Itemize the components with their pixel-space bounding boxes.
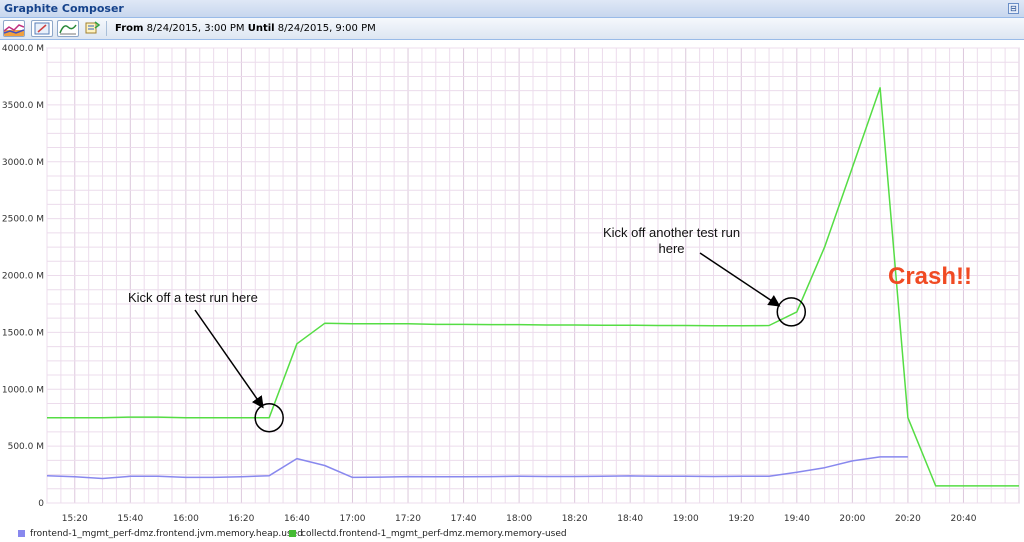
- toolbar-separator: [106, 21, 107, 36]
- annotation-second-test-run: Kick off another test run here: [603, 225, 740, 257]
- series-line-heap: [46, 456, 908, 480]
- title-bar: Graphite Composer ⊟: [0, 0, 1024, 18]
- y-tick-label: 3500.0 M: [2, 101, 44, 111]
- time-range[interactable]: From 8/24/2015, 3:00 PM Until 8/24/2015,…: [115, 23, 376, 34]
- annotation-circle-second: [776, 297, 807, 327]
- x-tick-label: 19:00: [673, 514, 699, 524]
- y-tick-label: 4000.0 M: [2, 44, 44, 54]
- x-tick-label: 15:40: [117, 514, 143, 524]
- annotation-first-test-run: Kick off a test run here: [128, 290, 258, 305]
- x-tick-label: 17:00: [340, 514, 366, 524]
- x-tick-label: 16:00: [173, 514, 199, 524]
- x-tick-label: 16:40: [284, 514, 310, 524]
- until-value: 8/24/2015, 9:00 PM: [277, 23, 376, 34]
- legend-swatch-heap: [18, 530, 25, 537]
- update-graph-icon[interactable]: [57, 20, 79, 37]
- annotation-second-line1: Kick off another test run: [603, 225, 741, 240]
- x-tick-label: 17:40: [451, 514, 477, 524]
- series-line-memory: [47, 87, 1019, 487]
- x-tick-label: 18:20: [562, 514, 588, 524]
- legend-label-heap: frontend-1_mgmt_perf-dmz.frontend.jvm.me…: [30, 529, 303, 539]
- legend: frontend-1_mgmt_perf-dmz.frontend.jvm.me…: [0, 528, 1024, 542]
- graph-options-icon[interactable]: [3, 20, 25, 37]
- y-tick-label: 0: [38, 499, 44, 509]
- x-tick-label: 15:20: [62, 514, 88, 524]
- x-tick-label: 20:20: [895, 514, 921, 524]
- graph-chart: 0 500.0 M 1000.0 M 1500.0 M 2000.0 M 2500.0 M…: [2, 44, 1020, 524]
- toolbar: From 8/24/2015, 3:00 PM Until 8/24/2015,…: [0, 18, 1024, 40]
- y-tick-label: 1000.0 M: [2, 385, 44, 395]
- y-tick-label: 2000.0 M: [2, 272, 44, 282]
- from-label: From: [115, 23, 144, 34]
- x-tick-label: 19:40: [784, 514, 810, 524]
- y-tick-label: 500.0 M: [8, 442, 44, 452]
- y-tick-label: 2500.0 M: [2, 215, 44, 225]
- x-tick-label: 20:00: [839, 514, 865, 524]
- app-title: Graphite Composer: [4, 2, 124, 15]
- legend-swatch-memory: [289, 530, 296, 537]
- annotation-crash: Crash!!: [888, 263, 973, 290]
- x-tick-label: 18:00: [506, 514, 532, 524]
- x-tick-label: 17:20: [395, 514, 421, 524]
- refresh-icon[interactable]: [82, 20, 104, 37]
- y-tick-label: 3000.0 M: [2, 158, 44, 168]
- edit-graph-icon[interactable]: [31, 20, 53, 37]
- until-label: Until: [247, 23, 275, 34]
- annotation-circle-first: [254, 402, 284, 433]
- legend-item-memory: collectd.frontend-1_mgmt_perf-dmz.memory…: [289, 529, 567, 539]
- annotation-second-line2: here: [658, 241, 685, 256]
- x-tick-label: 19:20: [728, 514, 754, 524]
- annotation-arrow-first: [194, 309, 264, 409]
- restore-window-icon[interactable]: ⊟: [1008, 3, 1019, 14]
- legend-label-memory: collectd.frontend-1_mgmt_perf-dmz.memory…: [301, 529, 567, 539]
- x-tick-label: 18:40: [617, 514, 643, 524]
- x-tick-label: 16:20: [228, 514, 254, 524]
- from-value: 8/24/2015, 3:00 PM: [146, 23, 245, 34]
- y-tick-label: 1500.0 M: [2, 328, 44, 338]
- legend-item-heap: frontend-1_mgmt_perf-dmz.frontend.jvm.me…: [18, 529, 303, 539]
- annotation-arrow-second: [699, 252, 781, 307]
- x-tick-label: 20:40: [950, 514, 976, 524]
